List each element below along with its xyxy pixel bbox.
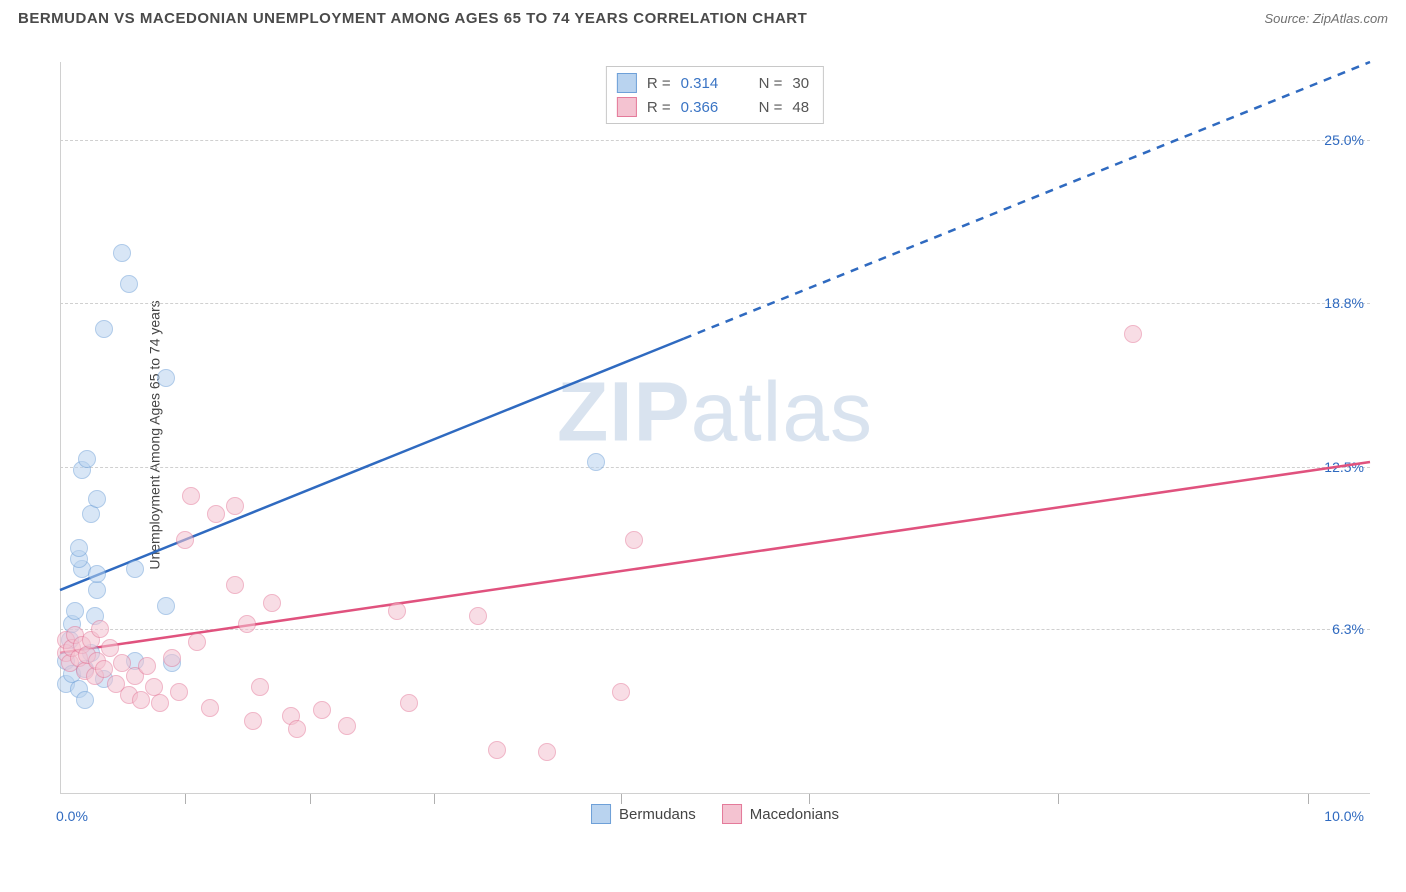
data-point — [238, 615, 256, 633]
source-label: Source: ZipAtlas.com — [1264, 11, 1388, 26]
data-point — [76, 691, 94, 709]
data-point — [188, 633, 206, 651]
scatter-plot: ZIPatlas R = 0.314 N = 30 R = 0.366 N = … — [60, 62, 1370, 822]
data-point — [88, 490, 106, 508]
data-point — [95, 320, 113, 338]
data-point — [88, 581, 106, 599]
data-point — [469, 607, 487, 625]
data-point — [70, 539, 88, 557]
data-point — [91, 620, 109, 638]
data-point — [126, 560, 144, 578]
data-point — [101, 639, 119, 657]
data-point — [182, 487, 200, 505]
data-point — [78, 450, 96, 468]
chart-title: BERMUDAN VS MACEDONIAN UNEMPLOYMENT AMON… — [18, 10, 807, 27]
data-point — [170, 683, 188, 701]
data-point — [226, 576, 244, 594]
data-point — [587, 453, 605, 471]
trend-line-dashed — [684, 62, 1370, 339]
data-point — [388, 602, 406, 620]
data-point — [120, 275, 138, 293]
data-point — [163, 649, 181, 667]
chart-area: Unemployment Among Ages 65 to 74 years Z… — [48, 40, 1388, 830]
data-point — [488, 741, 506, 759]
data-point — [244, 712, 262, 730]
data-point — [95, 660, 113, 678]
data-point — [612, 683, 630, 701]
data-point — [251, 678, 269, 696]
data-point — [66, 602, 84, 620]
data-point — [151, 694, 169, 712]
data-point — [157, 597, 175, 615]
data-point — [538, 743, 556, 761]
data-point — [82, 505, 100, 523]
trend-line-solid — [60, 462, 1370, 653]
trend-lines — [60, 62, 1370, 822]
data-point — [138, 657, 156, 675]
data-point — [288, 720, 306, 738]
data-point — [338, 717, 356, 735]
data-point — [157, 369, 175, 387]
data-point — [113, 244, 131, 262]
data-point — [226, 497, 244, 515]
data-point — [263, 594, 281, 612]
data-point — [1124, 325, 1142, 343]
data-point — [313, 701, 331, 719]
data-point — [400, 694, 418, 712]
data-point — [207, 505, 225, 523]
data-point — [88, 565, 106, 583]
data-point — [201, 699, 219, 717]
data-point — [176, 531, 194, 549]
data-point — [625, 531, 643, 549]
